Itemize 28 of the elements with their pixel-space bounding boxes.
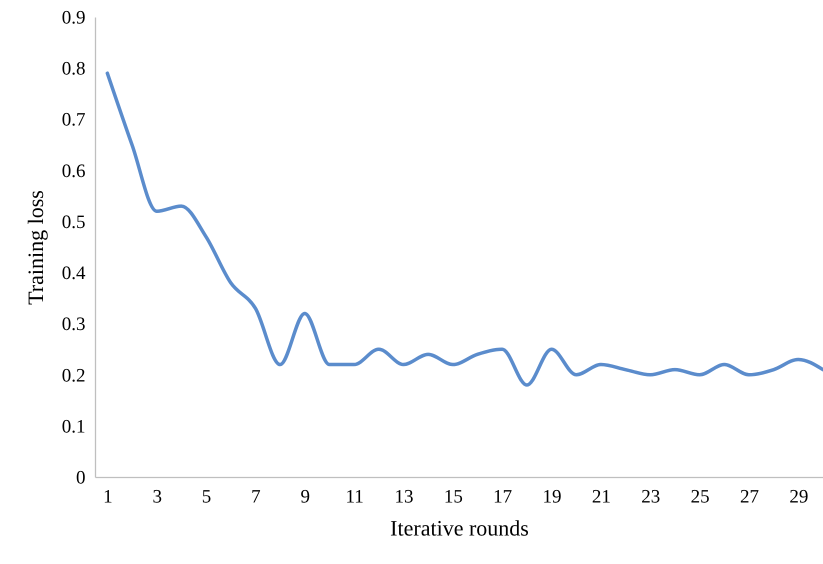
x-tick-label: 17 [493, 486, 512, 508]
y-tick-label: 0.5 [62, 212, 86, 233]
y-tick-label: 0.2 [62, 365, 86, 386]
x-tick-label: 25 [690, 486, 710, 508]
y-tick-label: 0.9 [62, 8, 86, 28]
y-tick-label: 0 [76, 468, 86, 488]
x-tick-label: 23 [641, 486, 660, 508]
y-tick-label: 0.6 [62, 160, 86, 182]
y-tick-label: 0.8 [62, 58, 86, 80]
x-tick-label: 7 [251, 486, 261, 508]
x-tick-label: 29 [789, 486, 808, 508]
line-series [106, 71, 823, 387]
x-axis-title: Iterative rounds [390, 516, 529, 540]
x-tick-label: 19 [542, 486, 562, 508]
x-tick-label: 11 [345, 486, 364, 508]
x-tick-label: 9 [300, 486, 310, 508]
x-tick-label: 15 [444, 486, 463, 508]
x-tick-label: 3 [152, 486, 162, 508]
x-tick-label: 21 [592, 486, 611, 508]
x-tick-label: 1 [103, 486, 113, 508]
y-tick-label: 0.7 [62, 110, 86, 131]
x-tick-label: 13 [394, 486, 414, 508]
y-tick-label: 0.4 [62, 263, 86, 284]
y-axis-title: Training loss [22, 190, 48, 305]
y-tick-label: 0.1 [62, 416, 86, 438]
x-tick-label: 27 [740, 486, 759, 508]
y-tick-label: 0.3 [62, 314, 86, 336]
x-tick-label: 5 [202, 486, 212, 508]
